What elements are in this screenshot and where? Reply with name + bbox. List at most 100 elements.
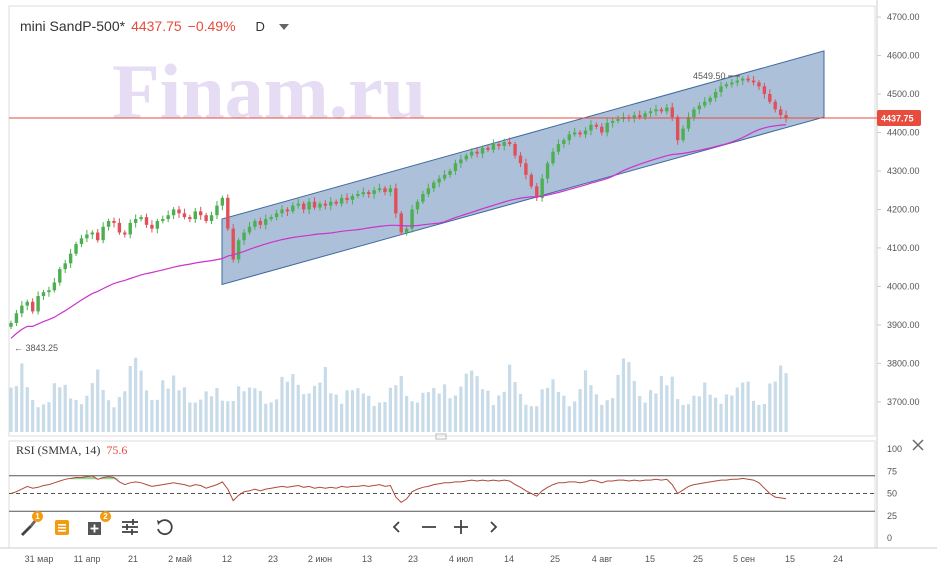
volume-bar [291,374,295,432]
candle-body [63,263,67,270]
candle-body [274,213,279,218]
volume-bar [31,399,35,432]
volume-bar [372,405,376,432]
rsi-line [10,475,787,504]
candle-body [171,209,176,216]
volume-bar [708,394,712,432]
candle-body [361,192,365,195]
volume-bar [90,383,94,432]
candle-body [659,109,664,112]
x-tick-label: 24 [833,554,843,564]
y-tick-label: 4700.00 [887,12,920,22]
candle-body [215,205,219,216]
x-tick-label: 11 апр [74,554,101,564]
candle-body [507,142,512,145]
undo-button[interactable] [152,515,176,539]
candle-body [377,188,382,191]
chart-settings-button[interactable] [118,515,142,539]
x-tick-label: 15 [645,554,655,564]
minus-icon [422,526,436,528]
candle-body [730,82,734,85]
brush-badge: 1 [32,511,43,522]
scroll-left-button[interactable] [385,515,409,539]
volume-bar [779,365,783,432]
rsi-value: 75.6 [106,443,128,457]
volume-bar [508,364,512,432]
candle-body [166,215,170,220]
zoom-in-button[interactable] [449,515,473,539]
volume-bar [697,396,701,432]
rsi-name[interactable]: RSI (SMMA, 14) [16,443,101,457]
volume-bar [296,384,300,432]
volume-bar [518,394,523,432]
candle-body [296,203,300,206]
volume-bar [280,376,284,432]
candle-body [540,178,544,198]
candle-body [112,220,116,223]
chevron-down-icon[interactable] [278,24,289,30]
volume-bar [719,403,723,432]
candle-body [713,92,718,98]
volume-bar [199,399,203,432]
volume-bar [600,404,604,432]
x-tick-label: 2 май [168,554,192,564]
volume-bar [573,401,577,432]
volume-bar [63,384,67,432]
volume-bar [74,399,78,432]
volume-bar [676,399,680,432]
volume-bar [204,391,208,432]
volume-bar [632,380,636,432]
x-tick-label: 14 [504,554,514,564]
panel-resize-handle[interactable] [435,433,447,440]
volume-bar [220,400,224,432]
candle-body [632,115,636,118]
candle-body [144,217,149,225]
candle-body [589,124,593,131]
candle-body [14,313,19,323]
watermark-text: Finam.ru [112,48,426,135]
volume-bar [551,379,555,432]
objects-list-button[interactable] [50,515,74,539]
add-indicator-button[interactable]: 2 [84,511,111,539]
symbol-name[interactable]: mini SandP-500* [20,18,126,34]
x-tick-label: 15 [785,554,795,564]
candle-body [491,144,496,150]
candle-body [594,124,599,127]
zoom-out-button[interactable] [417,515,441,539]
volume-bar [470,370,474,432]
x-tick-label: 31 мар [25,554,54,564]
candle-body [334,201,338,204]
candle-body [226,197,230,229]
candle-body [204,215,208,221]
candle-body [768,94,772,102]
candle-body [654,109,658,112]
candle-body [236,240,241,260]
volume-bar [583,370,588,432]
timeframe-select[interactable]: D [255,18,265,34]
volume-bar [274,399,279,432]
candle-body [52,282,57,291]
candle-body [312,201,317,208]
candle-body [280,209,284,214]
volume-bar [345,390,349,432]
volume-bar [323,367,327,432]
volume-bar [648,390,653,432]
close-icon[interactable] [912,439,924,451]
volume-bar [356,388,360,432]
candle-body [155,220,160,229]
candle-body [47,290,51,293]
brush-button[interactable]: 1 [16,511,43,539]
candle-body [372,190,376,195]
y-tick-label: 4400.00 [887,127,920,137]
candle-body [269,217,273,220]
volume-bar [567,406,571,432]
scroll-right-button[interactable] [481,515,505,539]
volume-bar [714,397,718,432]
candle-body [529,174,534,187]
volume-bar [453,395,458,432]
volume-bar [329,393,333,432]
volume-bar [123,391,127,432]
candle-body [572,132,577,135]
